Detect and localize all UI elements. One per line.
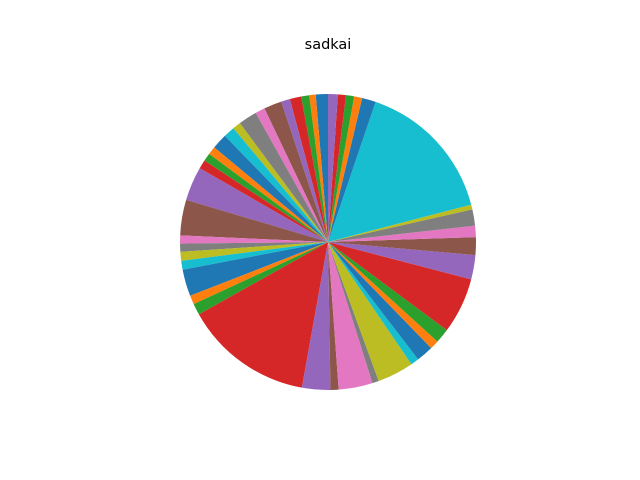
chart-title: sadkai <box>305 37 352 53</box>
pie-slice-4 <box>289 96 328 242</box>
pie-slice-7 <box>255 108 328 242</box>
pie-slice-35 <box>328 242 476 280</box>
pie-slice-27 <box>328 242 373 390</box>
pie-slice-17 <box>180 235 328 244</box>
pie-slice-8 <box>239 112 328 242</box>
pie-slice-41 <box>328 98 376 242</box>
pie-slice-44 <box>328 94 347 242</box>
pie-slice-37 <box>328 225 476 242</box>
pie-slice-36 <box>328 237 477 256</box>
pie-slice-33 <box>328 242 447 342</box>
pie-slice-28 <box>328 242 379 384</box>
pie-slice-12 <box>209 147 328 242</box>
pie-slice-25 <box>301 242 331 391</box>
pie-slice-34 <box>328 242 472 331</box>
pie-slice-13 <box>204 153 328 242</box>
pie-slice-11 <box>214 135 328 242</box>
pie-slice-38 <box>328 209 476 242</box>
pie-slice-1 <box>315 93 328 242</box>
pie-slice-45 <box>328 94 338 242</box>
pie-slice-5 <box>281 99 328 242</box>
pie-slice-26 <box>328 242 339 390</box>
pie-slice-39 <box>328 204 473 242</box>
pie-slice-29 <box>328 242 412 382</box>
pie-slice-19 <box>180 242 328 261</box>
pie-slice-10 <box>224 128 328 242</box>
pie-slice-24 <box>198 242 328 388</box>
pie-slice-20 <box>181 242 328 270</box>
pie-slice-16 <box>180 199 328 242</box>
pie-slice-21 <box>182 242 328 296</box>
pie-slice-40 <box>328 101 472 243</box>
pie-slice-2 <box>309 94 328 242</box>
pie-slice-43 <box>328 95 355 242</box>
pie-slice-3 <box>301 95 328 242</box>
pie-slice-22 <box>190 242 328 305</box>
pie-slice-31 <box>328 242 432 360</box>
pie-slice-6 <box>264 101 328 242</box>
pie-slices <box>180 93 477 391</box>
pie-slice-15 <box>186 168 328 242</box>
pie-slice-14 <box>199 160 328 242</box>
pie-slice-42 <box>328 96 363 242</box>
pie-slice-32 <box>328 242 438 349</box>
pie-slice-30 <box>328 242 419 365</box>
pie-slice-9 <box>233 123 328 242</box>
pie-slice-23 <box>193 242 328 315</box>
pie-slice-18 <box>180 242 328 252</box>
